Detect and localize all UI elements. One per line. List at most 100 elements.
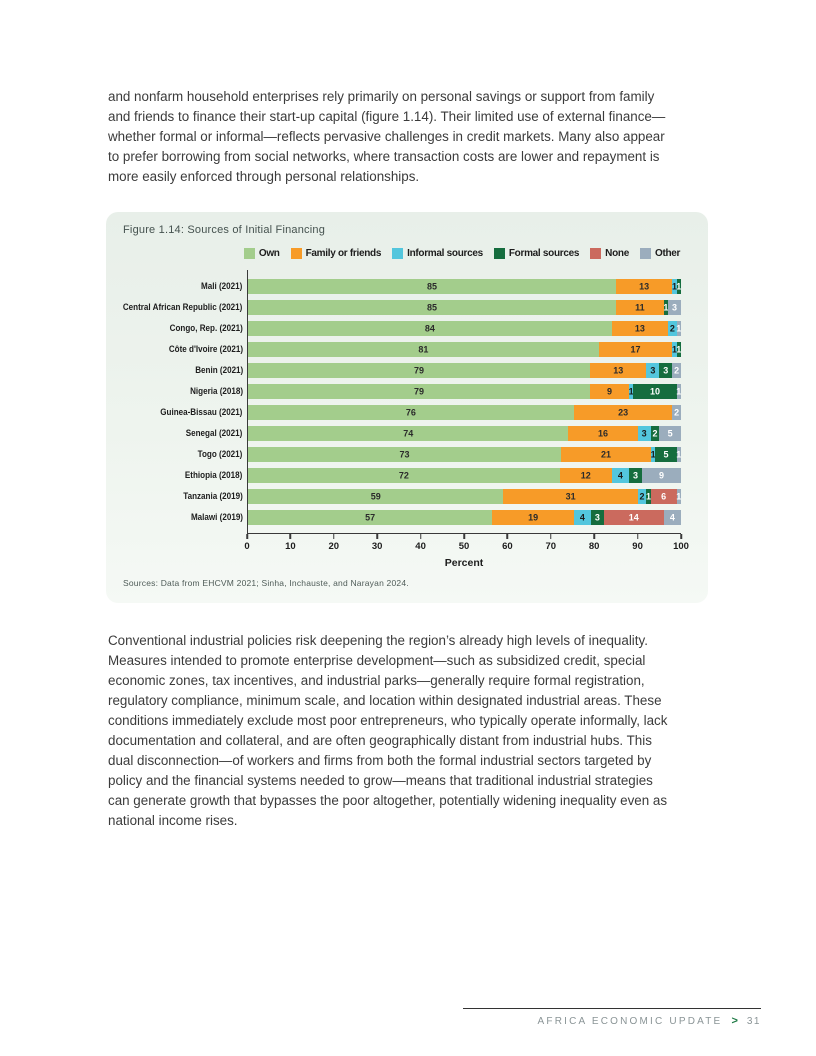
legend-item: Formal sources <box>493 248 580 259</box>
bar-segment: 13 <box>611 321 668 336</box>
bar-segment-value: 4 <box>669 512 675 522</box>
bar-segment: 1 <box>628 384 634 399</box>
bar-segment-value: 59 <box>370 491 381 501</box>
bar-segment: 79 <box>248 363 591 378</box>
tick-mark <box>333 534 335 539</box>
tick-label: 70 <box>545 541 557 552</box>
bar-segment-value: 5 <box>663 449 669 459</box>
category-label: Malawi (2019) <box>190 512 243 523</box>
bar-segment-value: 23 <box>618 407 629 417</box>
bar-segment: 3 <box>629 468 642 483</box>
bar-segment: 13 <box>590 363 647 378</box>
legend-label: Family or friends <box>305 248 382 259</box>
bar-segment-value: 3 <box>632 470 639 480</box>
legend-item: Informal sources <box>392 248 483 259</box>
bar-row: 85 11 1 3 <box>248 297 681 318</box>
category-label: Ethiopia (2018) <box>185 470 243 481</box>
bar-segment: 3 <box>590 510 604 525</box>
bar-segment: 5 <box>655 447 677 462</box>
bar-segment-value: 1 <box>676 344 682 354</box>
bar-segment: 1 <box>676 447 682 462</box>
bar-segment: 31 <box>503 489 638 504</box>
legend-label: Informal sources <box>407 248 483 259</box>
bar-segment-value: 3 <box>671 302 677 312</box>
bar-segment: 4 <box>573 510 591 525</box>
bar-segment-value: 6 <box>661 491 667 501</box>
bar-row: 84 13 2 1 <box>248 318 681 339</box>
tick-mark <box>246 534 248 539</box>
legend-label: None <box>605 248 629 259</box>
bar-segment-value: 1 <box>645 491 652 501</box>
bar-segment-value: 1 <box>676 323 682 333</box>
bar-segment-value: 5 <box>667 428 673 438</box>
bar-labels: Mali (2021) Central African Republic (202… <box>120 270 247 534</box>
bar-segment: 12 <box>559 468 612 483</box>
bar-segment-value: 14 <box>628 512 639 522</box>
bar-segment-value: 13 <box>613 365 624 375</box>
bar-segment-value: 4 <box>579 512 585 522</box>
bar-segment-value: 1 <box>676 449 682 459</box>
tick-label: 20 <box>328 541 340 552</box>
legend-label: Formal sources <box>508 248 580 259</box>
tick-label: 60 <box>502 541 513 552</box>
paragraph-bottom: Conventional industrial policies risk de… <box>108 633 668 828</box>
bar-segment-value: 1 <box>676 281 682 291</box>
category-label: Côte d'Ivoire (2021) <box>168 344 243 355</box>
figure-panel: Figure 1.14: Sources of Initial Financin… <box>106 212 708 603</box>
stacked-bar-chart: Mali (2021) Central African Republic (202… <box>120 270 689 569</box>
tick-mark <box>680 534 682 539</box>
bar-segment: 1 <box>676 384 682 399</box>
tick-label: 40 <box>415 541 426 552</box>
bar-segment: 79 <box>248 384 591 399</box>
bar-segment-value: 2 <box>674 365 680 375</box>
bar-segment: 1 <box>676 279 682 294</box>
bar-row: 79 13 3 3 2 <box>248 360 681 381</box>
category-label: Mali (2021) <box>201 281 243 292</box>
category-label: Tanzania (2019) <box>183 491 243 502</box>
bar-segment: 81 <box>248 342 599 357</box>
tick-label: 10 <box>285 541 296 552</box>
bar-segment-value: 31 <box>565 491 576 501</box>
bar-segment-value: 3 <box>663 365 669 375</box>
bar-segment: 1 <box>672 279 677 294</box>
tick-mark <box>376 534 378 539</box>
bar-segment: 1 <box>676 342 682 357</box>
footer-report-title: AFRICA ECONOMIC UPDATE <box>537 1016 723 1027</box>
bar-segment-value: 85 <box>427 302 438 312</box>
bar-segment: 17 <box>598 342 673 357</box>
bar-segment-value: 9 <box>607 386 613 396</box>
bar-row: 79 9 1 10 1 <box>248 381 681 402</box>
bar-segment: 23 <box>573 405 673 420</box>
paragraph-top: and nonfarm household enterprises rely p… <box>108 89 666 184</box>
bar-segment-value: 74 <box>403 428 414 438</box>
tick-mark <box>289 534 292 539</box>
tick-label: 50 <box>458 541 470 552</box>
bar-segment: 9 <box>590 384 630 399</box>
bar-segment-value: 1 <box>671 344 677 354</box>
bar-segment: 6 <box>650 489 677 504</box>
tick-label: 80 <box>588 541 600 552</box>
bar-segment: 1 <box>676 321 682 336</box>
bar-segment: 1 <box>663 300 668 315</box>
figure-title: Figure 1.14: Sources of Initial Financin… <box>123 224 326 236</box>
bar-segment: 19 <box>492 510 574 525</box>
footer-page-number: 31 <box>746 1016 761 1027</box>
tick-mark <box>463 534 465 539</box>
bar-segment: 9 <box>642 468 681 483</box>
bar-segment-value: 2 <box>674 407 680 417</box>
bar-segment: 2 <box>672 363 681 378</box>
bar-segment: 4 <box>611 468 630 483</box>
bar-segment-value: 79 <box>414 386 425 396</box>
bar-segment-value: 1 <box>676 491 682 501</box>
bar-segment-value: 72 <box>398 470 409 480</box>
legend-swatch <box>493 248 505 259</box>
legend-item: Family or friends <box>290 248 382 259</box>
bar-segment-value: 3 <box>641 428 647 438</box>
tick-mark <box>550 534 552 539</box>
bar-segment-value: 1 <box>676 386 682 396</box>
page-footer: AFRICA ECONOMIC UPDATE > 31 <box>463 1008 761 1027</box>
bar-segment: 4 <box>663 510 681 525</box>
bar-segment-value: 12 <box>580 470 591 480</box>
bar-segment-value: 1 <box>628 386 634 396</box>
bar-segment: 5 <box>659 426 681 441</box>
